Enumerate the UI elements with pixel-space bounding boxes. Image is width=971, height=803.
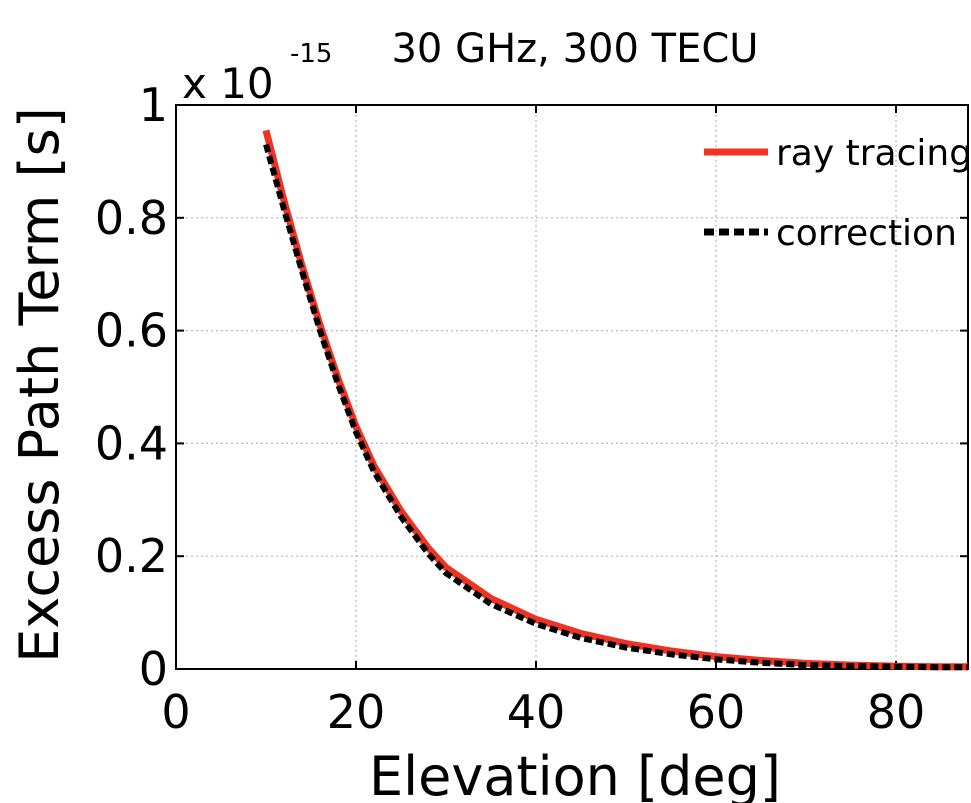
legend: ray tracing correction — [704, 133, 971, 254]
y-axis-label: Excess Path Term [s] — [8, 107, 71, 663]
x-axis-label: Elevation [deg] — [369, 745, 781, 803]
y-multiplier: x 10 — [182, 59, 274, 108]
chart-title: 30 GHz, 300 TECU — [391, 26, 758, 72]
y-tick-label: 0 — [139, 642, 168, 696]
series-layer — [262, 129, 968, 671]
y-tick-label: 0.6 — [95, 304, 168, 358]
plot-frame — [175, 104, 969, 670]
x-tick-label: 40 — [507, 685, 566, 739]
y-tick-label: 0.4 — [95, 416, 168, 470]
y-tick-label: 1 — [139, 78, 168, 132]
y-tick-label: 0.8 — [95, 191, 168, 245]
series-line-correction — [263, 143, 968, 671]
plot-area — [176, 105, 968, 669]
legend-label-ray-tracing: ray tracing — [776, 133, 971, 174]
ticks: 0 20 40 60 80 0 0.2 0.4 0.6 0.8 1 — [95, 78, 968, 739]
x-tick-label: 80 — [867, 685, 926, 739]
legend-label-correction: correction — [776, 213, 957, 254]
x-tick-label: 20 — [327, 685, 386, 739]
grid — [176, 105, 968, 669]
y-multiplier-exponent: -15 — [290, 39, 332, 69]
x-tick-label: 60 — [687, 685, 746, 739]
x-tick-label: 0 — [161, 685, 190, 739]
y-tick-label: 0.2 — [95, 529, 168, 583]
